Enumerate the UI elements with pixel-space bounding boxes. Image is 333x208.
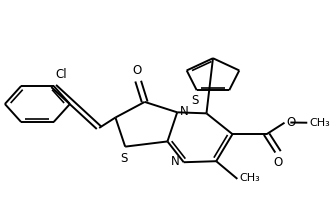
Text: S: S (120, 152, 127, 165)
Text: O: O (286, 116, 295, 129)
Text: O: O (132, 64, 141, 77)
Text: N: N (180, 105, 188, 118)
Text: CH₃: CH₃ (309, 118, 330, 128)
Text: N: N (171, 155, 180, 168)
Text: Cl: Cl (55, 68, 67, 81)
Text: S: S (191, 94, 199, 107)
Text: O: O (273, 156, 283, 169)
Text: CH₃: CH₃ (239, 173, 260, 183)
